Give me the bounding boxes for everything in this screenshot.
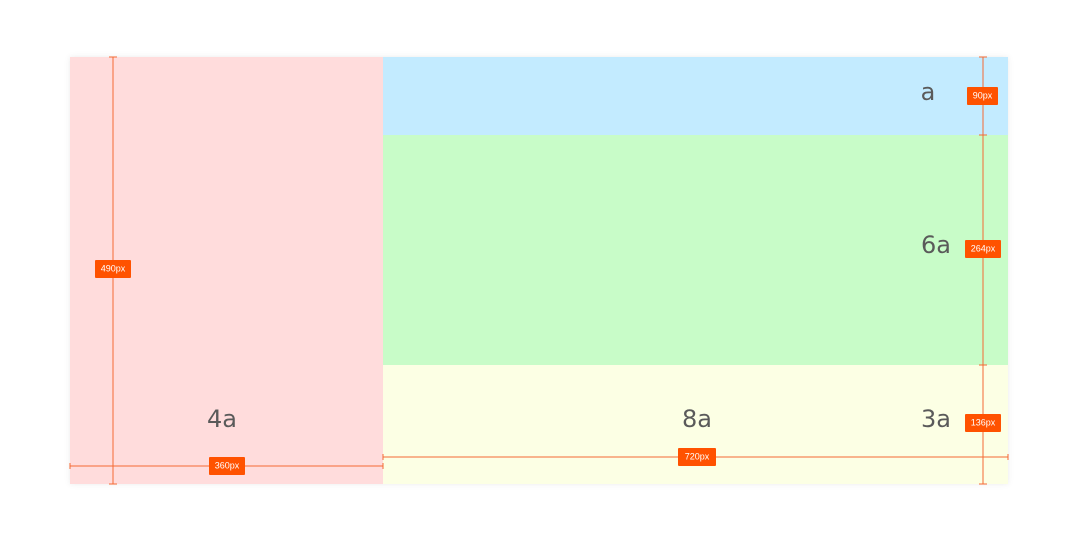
top-region [383,57,1008,135]
badge [678,448,716,466]
middle-region [383,135,1008,365]
region-label: 8a [682,405,712,433]
badge [209,457,245,475]
badge [965,240,1001,258]
region-label: 6a [921,231,951,259]
dimension-label: 720px [685,451,710,461]
dimension-label: 264px [971,243,996,253]
region-label: 4a [207,405,237,433]
dimension-label: 490px [101,263,126,273]
dimension-label: 136px [971,417,996,427]
badges: 490px 360px 720px 90px 264px 136px [95,87,1001,475]
region-label: 3a [921,405,951,433]
dimension-label: 360px [215,460,240,470]
region-label: a [921,78,936,106]
badge [965,414,1001,432]
badge [95,260,131,278]
badge [967,87,998,105]
dimension-label: 90px [973,90,993,100]
